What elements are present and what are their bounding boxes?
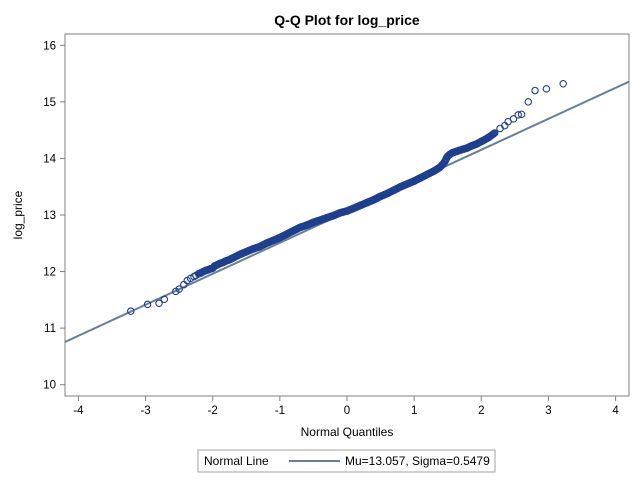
y-tick-label: 13 <box>43 210 56 222</box>
data-point <box>302 221 311 229</box>
x-axis: -4 -3 -2 -1 0 1 2 3 4 <box>73 396 619 417</box>
plot-frame <box>64 33 630 397</box>
data-point <box>276 233 284 242</box>
data-point <box>458 145 467 154</box>
data-point <box>559 80 567 88</box>
data-point <box>485 133 494 141</box>
data-point <box>296 223 304 232</box>
data-point <box>517 110 526 119</box>
data-point <box>396 182 405 191</box>
y-tick-label: 15 <box>43 97 56 109</box>
data-point <box>127 307 135 315</box>
data-point <box>309 218 318 227</box>
data-point <box>509 115 518 123</box>
data-point <box>323 214 331 222</box>
data-point <box>417 173 425 182</box>
data-point <box>255 242 264 251</box>
data-point <box>235 250 244 259</box>
data-point <box>462 144 471 153</box>
data-point <box>282 230 291 238</box>
data-point <box>490 129 499 137</box>
x-tick-label: -1 <box>275 405 285 417</box>
data-point <box>143 300 152 309</box>
data-point <box>229 254 237 262</box>
data-point <box>370 195 378 204</box>
x-tick-label: 3 <box>545 405 551 417</box>
data-point <box>448 149 457 157</box>
data-point <box>376 192 385 201</box>
data-point <box>455 146 463 155</box>
data-point <box>329 211 338 220</box>
data-point <box>363 198 371 207</box>
x-tick-label: 0 <box>344 405 350 417</box>
data-point <box>524 98 533 106</box>
y-axis: 10 11 12 13 14 15 16 <box>43 40 65 392</box>
x-tick-label: -3 <box>140 405 150 417</box>
data-point <box>175 285 183 293</box>
data-point <box>262 239 271 248</box>
data-point <box>222 257 230 265</box>
data-point <box>242 248 251 256</box>
x-tick-label: -2 <box>208 405 218 417</box>
y-axis-label: log_price <box>11 190 25 239</box>
data-point <box>383 189 392 198</box>
data-point <box>356 201 365 210</box>
data-point <box>423 170 432 179</box>
data-point <box>160 295 169 304</box>
legend-entry: Mu=13.057, Sigma=0.5479 <box>345 454 490 468</box>
data-point <box>403 180 412 188</box>
x-tick-label: 2 <box>478 405 484 417</box>
data-point <box>467 142 475 150</box>
x-tick-label: 1 <box>411 405 417 417</box>
data-point <box>316 216 324 224</box>
legend-box <box>197 449 496 473</box>
data-point <box>343 207 351 215</box>
x-tick-label: 4 <box>612 405 619 417</box>
data-point <box>289 227 298 235</box>
x-axis-label: Normal Quantiles <box>301 425 394 439</box>
data-point <box>514 111 522 119</box>
chart-title: Q-Q Plot for log_price <box>274 12 420 28</box>
data-point <box>269 236 277 245</box>
data-point <box>531 86 539 95</box>
data-point <box>349 204 358 212</box>
data-point <box>430 167 439 175</box>
data-point <box>390 186 398 194</box>
legend: Normal Line Mu=13.057, Sigma=0.5479 <box>197 449 496 473</box>
x-tick-label: -4 <box>73 405 84 417</box>
data-points <box>127 80 567 315</box>
y-tick-label: 16 <box>43 40 56 52</box>
y-tick-label: 12 <box>43 267 56 279</box>
legend-title: Normal Line <box>204 454 269 468</box>
data-point <box>542 85 551 93</box>
y-tick-label: 10 <box>43 380 56 392</box>
data-point <box>215 259 224 268</box>
y-tick-label: 14 <box>43 153 56 165</box>
data-point <box>336 208 345 217</box>
data-point <box>410 177 418 185</box>
data-point <box>155 299 163 307</box>
y-tick-label: 11 <box>44 323 56 335</box>
data-point <box>452 147 460 156</box>
data-point <box>249 245 257 253</box>
